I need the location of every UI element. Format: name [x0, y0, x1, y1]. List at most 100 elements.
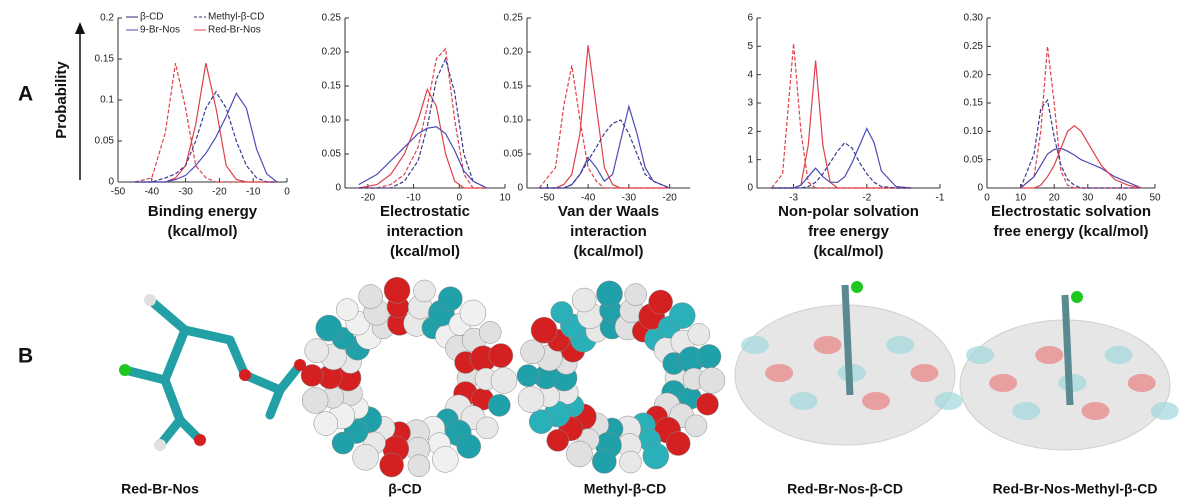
x-axis-label: (kcal/mol) — [813, 243, 883, 260]
bond — [125, 370, 165, 380]
y-tick-label: 0.25 — [504, 13, 524, 24]
x-axis-label: Non-polar solvation — [778, 203, 919, 220]
x-tick-label: 50 — [1149, 193, 1161, 204]
atom — [432, 446, 458, 472]
y-tick-label: 0.10 — [964, 126, 984, 137]
legend-label: Red-Br-Nos — [208, 25, 261, 36]
atom — [688, 323, 710, 345]
atom — [699, 367, 725, 393]
x-axis-label: (kcal/mol) — [390, 243, 460, 260]
atom — [491, 368, 517, 394]
series-line — [1021, 46, 1142, 188]
surface-patch — [989, 374, 1017, 392]
surface-patch — [765, 364, 793, 382]
surface-patch — [814, 336, 842, 354]
atom — [669, 303, 695, 329]
figure: A B 00.050.10.150.2-50-40-30-20-100Bindi… — [0, 0, 1192, 502]
legend-label: 9-Br-Nos — [140, 25, 180, 36]
x-tick-label: -30 — [178, 187, 193, 198]
y-tick-label: 0.30 — [964, 13, 984, 24]
y-tick-label: 0.25 — [964, 41, 984, 52]
y-tick-label: 4 — [747, 69, 753, 80]
x-tick-label: -1 — [936, 193, 945, 204]
atom — [572, 288, 596, 312]
series-line — [772, 61, 911, 189]
y-tick-label: 0.10 — [504, 115, 524, 126]
atom — [384, 277, 410, 303]
x-tick-label: -50 — [111, 187, 126, 198]
atom — [294, 359, 306, 371]
x-tick-label: -10 — [246, 187, 261, 198]
atom — [531, 317, 557, 343]
atom — [521, 340, 545, 364]
surface-patch — [789, 392, 817, 410]
surface-patch — [1105, 346, 1133, 364]
molecule-label: Red-Br-Nos-β-CD — [787, 481, 903, 497]
x-axis-label: Electrostatic — [380, 203, 470, 220]
x-axis-label: (kcal/mol) — [167, 223, 237, 240]
y-tick-label: 1 — [747, 154, 753, 165]
x-tick-label: 0 — [284, 187, 290, 198]
x-axis-label: Van der Waals — [558, 203, 659, 220]
atom — [305, 339, 329, 363]
x-axis-label: interaction — [387, 223, 464, 240]
y-tick-label: 0.05 — [322, 149, 342, 160]
atom — [1071, 291, 1083, 303]
series-line — [135, 92, 277, 182]
series-line — [539, 106, 669, 188]
y-tick-label: 0.10 — [322, 115, 342, 126]
atom — [551, 301, 573, 323]
atom — [649, 290, 673, 314]
atom — [336, 299, 358, 321]
series-line — [539, 120, 669, 188]
y-tick-label: 0.15 — [95, 54, 115, 65]
atom — [517, 365, 539, 387]
atom — [489, 344, 513, 368]
atom — [353, 444, 379, 470]
bond — [150, 300, 185, 330]
x-axis-label: free energy — [808, 223, 890, 240]
surface-patch — [1082, 402, 1110, 420]
y-tick-label: 0 — [335, 183, 341, 194]
surface-patch — [862, 392, 890, 410]
atom — [479, 321, 501, 343]
surface-patch — [1035, 346, 1063, 364]
y-tick-label: 5 — [747, 41, 753, 52]
atom — [851, 281, 863, 293]
y-tick-label: 0.15 — [322, 81, 342, 92]
series-line — [539, 45, 669, 188]
atom — [488, 394, 510, 416]
y-arrow-head — [75, 22, 85, 34]
atom — [592, 449, 616, 473]
panel-label: B — [18, 345, 33, 368]
y-tick-label: 0.20 — [504, 47, 524, 58]
x-tick-label: -20 — [361, 193, 376, 204]
x-tick-label: 10 — [499, 193, 511, 204]
y-tick-label: 0.05 — [95, 136, 115, 147]
atom — [566, 441, 592, 467]
y-tick-label: 0.20 — [964, 69, 984, 80]
atom — [380, 453, 404, 477]
atom — [194, 434, 206, 446]
molecule-label: Red-Br-Nos — [121, 481, 199, 497]
bond — [165, 380, 180, 420]
molecule-label: Methyl-β-CD — [584, 481, 666, 497]
series-line — [135, 63, 277, 182]
bond — [185, 330, 230, 340]
surface-patch — [1151, 402, 1179, 420]
atom — [316, 315, 342, 341]
surface-patch — [886, 336, 914, 354]
series-line — [772, 143, 911, 188]
series-line — [772, 129, 911, 189]
surface-patch — [741, 336, 769, 354]
y-tick-label: 0 — [977, 183, 983, 194]
y-tick-label: 0.25 — [322, 13, 342, 24]
surface-patch — [910, 364, 938, 382]
x-tick-label: -50 — [540, 193, 555, 204]
x-axis-label: Electrostatic solvation — [991, 203, 1151, 220]
series-line — [539, 66, 669, 188]
x-axis-label: Binding energy — [148, 203, 258, 220]
atom — [619, 451, 641, 473]
molecule-label: Red-Br-Nos-Methyl-β-CD — [993, 481, 1158, 497]
legend-label: Methyl-β-CD — [208, 12, 264, 23]
